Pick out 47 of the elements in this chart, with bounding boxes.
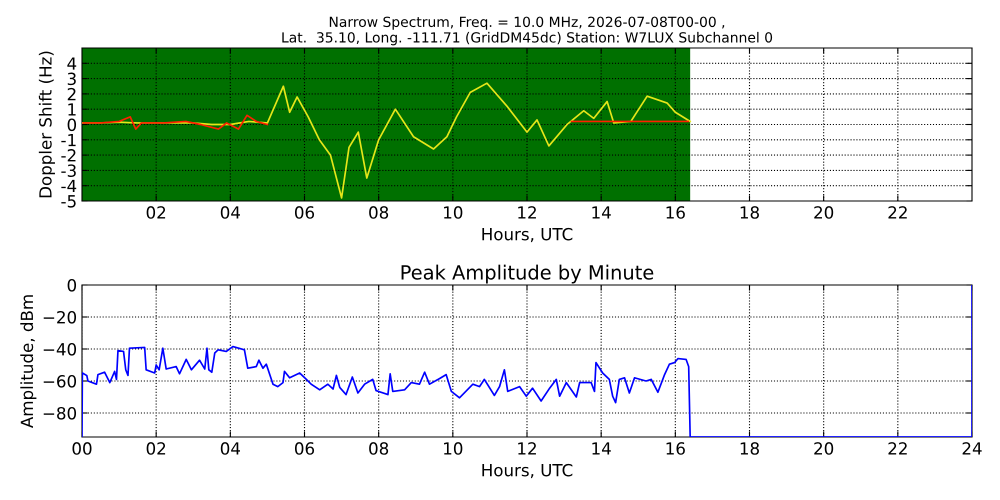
y-tick-label: 3 — [68, 72, 76, 86]
y-tick-label: 0 — [68, 278, 76, 292]
x-tick-label: 08 — [369, 442, 388, 455]
y-tick-label: -5 — [61, 195, 76, 208]
x-tick-label: 10 — [444, 206, 462, 219]
y-tick-label: −20 — [44, 310, 76, 324]
y-tick-label: 4 — [67, 57, 76, 70]
x-tick-label: 14 — [592, 206, 611, 219]
x-tick-label: 16 — [666, 206, 685, 219]
x-axis-title: Hours, UTC — [482, 228, 572, 242]
x-tick-label: 00 — [72, 442, 92, 455]
line-series — [82, 285, 972, 437]
y-tick-label: -3 — [61, 164, 76, 177]
x-tick-label: 22 — [888, 206, 907, 219]
x-tick-label: 10 — [444, 442, 462, 455]
x-tick-label: 20 — [814, 206, 834, 219]
x-tick-label: 12 — [518, 442, 536, 455]
y-tick-label: 2 — [68, 88, 76, 100]
x-tick-label: 20 — [814, 442, 834, 455]
x-tick-label: 04 — [220, 442, 240, 455]
x-tick-label: 18 — [740, 442, 759, 455]
y-axis-title: Doppler Shift (Hz) — [38, 52, 55, 198]
x-tick-label: 18 — [740, 206, 759, 219]
y-tick-label: −40 — [44, 342, 76, 356]
y-tick-label: -4 — [61, 180, 76, 192]
x-tick-label: 14 — [592, 442, 611, 455]
x-axis-title: Hours, UTC — [482, 464, 572, 478]
x-tick-label: 08 — [369, 206, 388, 219]
line-series — [82, 82, 691, 199]
y-tick-label: -1 — [61, 134, 76, 146]
y-axis-title: Amplitude, dBm — [20, 295, 36, 428]
y-tick-label: −60 — [44, 374, 76, 388]
chart-title: Narrow Spectrum, Freq. = 10.0 MHz, 2026-07-08T00-00 , Lat. 35.10, Long. -111.71 (GridDM45dc) Station: W7LUX Subchannel 0 — [282, 16, 772, 46]
x-tick-label: 22 — [888, 442, 907, 455]
y-tick-label: 1 — [68, 103, 76, 116]
x-tick-label: 02 — [146, 206, 166, 219]
x-tick-label: 02 — [146, 442, 166, 455]
x-tick-label: 16 — [666, 442, 685, 455]
x-tick-label: 06 — [294, 206, 314, 219]
x-tick-label: 12 — [518, 206, 536, 219]
chart-title: Peak Amplitude by Minute — [402, 264, 654, 284]
y-tick-label: -2 — [61, 149, 76, 162]
x-tick-label: 06 — [294, 442, 314, 455]
y-tick-label: 0 — [68, 118, 76, 132]
y-tick-label: −80 — [44, 406, 76, 420]
x-tick-label: 04 — [220, 206, 240, 219]
x-tick-label: 24 — [962, 442, 982, 455]
